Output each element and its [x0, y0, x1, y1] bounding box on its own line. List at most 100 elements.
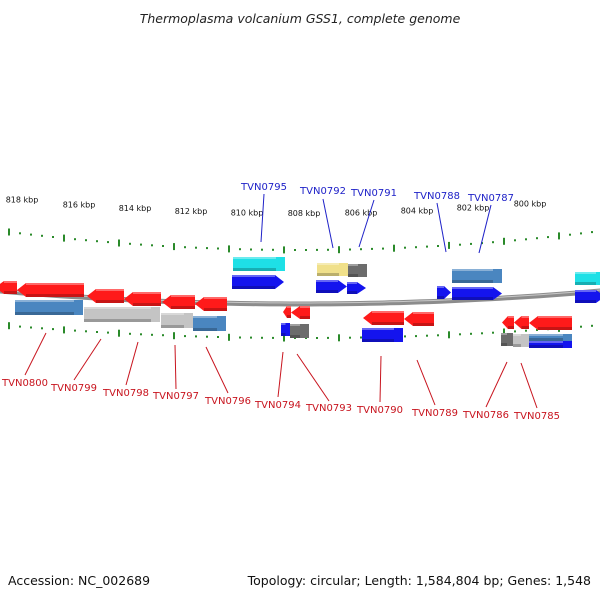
map-title: Thermoplasma volcanium GSS1, complete ge…: [140, 11, 461, 26]
label-leader-line: [322, 198, 334, 249]
gene-reverse-gray-shine: [501, 333, 507, 335]
ruler-tick-bottom: [228, 333, 230, 341]
ruler-tick-bottom: [184, 335, 186, 338]
gene-reverse-red-body: [195, 297, 227, 311]
gene-reverse-steelblue-shine: [15, 300, 74, 302]
gene-forward-cyan: [575, 272, 600, 285]
scale-label: 810 kbp: [231, 209, 264, 218]
ruler-tick-bottom: [151, 333, 153, 336]
gene-reverse-gray-shade: [290, 335, 300, 338]
label-leader-line: [73, 338, 102, 381]
gene-forward-khaki-shade: [317, 273, 339, 276]
ruler-tick-bottom: [118, 329, 120, 337]
ruler-tick-bottom: [459, 333, 461, 336]
gene-reverse-red-shade: [96, 300, 124, 303]
gene-reverse-gray: [290, 324, 309, 338]
ruler-tick-top: [52, 236, 54, 238]
ruler-tick-top: [580, 232, 582, 235]
gene-label-reverse: TVN0799: [50, 383, 97, 394]
gene-reverse-blue-body: [529, 341, 572, 348]
label-leader-line: [125, 341, 139, 386]
ruler-tick-bottom: [206, 335, 208, 338]
ruler-tick-top: [184, 246, 186, 249]
scale-label: 804 kbp: [401, 207, 434, 216]
gene-forward-blue: [232, 275, 284, 289]
gene-reverse-red-shine: [287, 306, 291, 308]
gene-reverse-blue-body: [362, 328, 403, 342]
gene-reverse-red-body: [162, 295, 195, 309]
scale-label: 800 kbp: [514, 200, 547, 209]
gene-forward-blue-shine: [232, 275, 275, 277]
gene-reverse-red: [162, 295, 195, 309]
ruler-tick-bottom: [503, 328, 505, 336]
gene-reverse-steelblue: [529, 334, 572, 341]
ruler-tick-top: [305, 249, 307, 251]
gene-reverse-red: [87, 289, 124, 303]
ruler-tick-bottom: [272, 336, 274, 339]
scale-label: 814 kbp: [119, 204, 152, 213]
gene-label-forward: TVN0791: [350, 188, 397, 199]
ruler-tick-bottom: [8, 322, 10, 330]
ruler-tick-top: [228, 245, 230, 253]
ruler-tick-top: [492, 241, 494, 244]
ruler-tick-top: [239, 248, 241, 251]
ruler-tick-top: [327, 248, 329, 251]
label-leader-line: [520, 362, 538, 409]
genome-summary-text: Topology: circular; Length: 1,584,804 bp…: [247, 573, 591, 588]
gene-reverse-blue: [281, 323, 290, 336]
gene-reverse-red-shade: [4, 291, 17, 294]
gene-forward-blue: [437, 286, 451, 299]
ruler-tick-bottom: [41, 327, 43, 330]
ruler-tick-bottom: [195, 335, 197, 338]
gene-reverse-gray-body: [290, 324, 309, 338]
label-leader-line: [416, 359, 436, 406]
gene-reverse-red-shade: [538, 327, 572, 330]
gene-reverse-red-body: [529, 316, 572, 330]
gene-reverse-blue-shine: [281, 323, 286, 325]
ruler-tick-top: [316, 248, 318, 251]
gene-reverse-lightgray-shine: [84, 307, 151, 309]
gene-reverse-blue-shine: [362, 328, 394, 330]
gene-reverse-red-shade: [133, 303, 161, 306]
gene-forward-blue-body: [452, 287, 502, 300]
label-leader-line: [485, 361, 508, 408]
gene-reverse-lightgray: [84, 307, 160, 322]
ruler-tick-top: [569, 233, 571, 236]
ruler-tick-top: [591, 231, 593, 234]
ruler-tick-top: [41, 234, 43, 237]
ruler-tick-top: [217, 247, 219, 250]
gene-forward-gray-shade: [348, 274, 358, 277]
gene-reverse-blue: [362, 328, 403, 342]
ruler-tick-bottom: [536, 329, 538, 331]
label-leader-line: [277, 351, 284, 398]
ruler-tick-bottom: [426, 334, 428, 337]
label-leader-line: [436, 202, 447, 253]
gene-reverse-red-shine: [521, 316, 529, 318]
gene-reverse-red-body: [291, 306, 310, 319]
gene-label-reverse: TVN0786: [462, 410, 509, 421]
gene-forward-blue-body: [437, 286, 451, 299]
gene-reverse-blue-body: [281, 323, 290, 336]
ruler-tick-top: [261, 248, 263, 251]
gene-label-forward: TVN0795: [240, 182, 287, 193]
gene-reverse-lightgray-body: [161, 313, 193, 328]
ruler-tick-top: [151, 244, 153, 247]
gene-reverse-gray-body: [501, 333, 513, 346]
ruler-tick-top: [536, 237, 538, 240]
ruler-tick-top: [19, 232, 21, 235]
scale-label: 816 kbp: [63, 200, 96, 209]
gene-reverse-lightgray-shade: [161, 325, 184, 328]
accession-text: Accession: NC_002689: [8, 573, 150, 588]
gene-reverse-gray-shine: [290, 324, 300, 326]
gene-forward-blue-body: [316, 280, 347, 293]
scale-label: 806 kbp: [345, 208, 378, 217]
gene-reverse-lightgray-body: [84, 307, 160, 322]
ruler-tick-top: [503, 237, 505, 245]
gene-reverse-lightgray-shine: [161, 313, 184, 315]
gene-reverse-red-shade: [287, 315, 291, 318]
gene-reverse-lightgray: [161, 313, 193, 328]
ruler-tick-bottom: [52, 328, 54, 331]
label-leader-line: [24, 332, 47, 376]
gene-label-forward: TVN0792: [299, 186, 346, 197]
gene-forward-blue-shade: [437, 296, 444, 299]
